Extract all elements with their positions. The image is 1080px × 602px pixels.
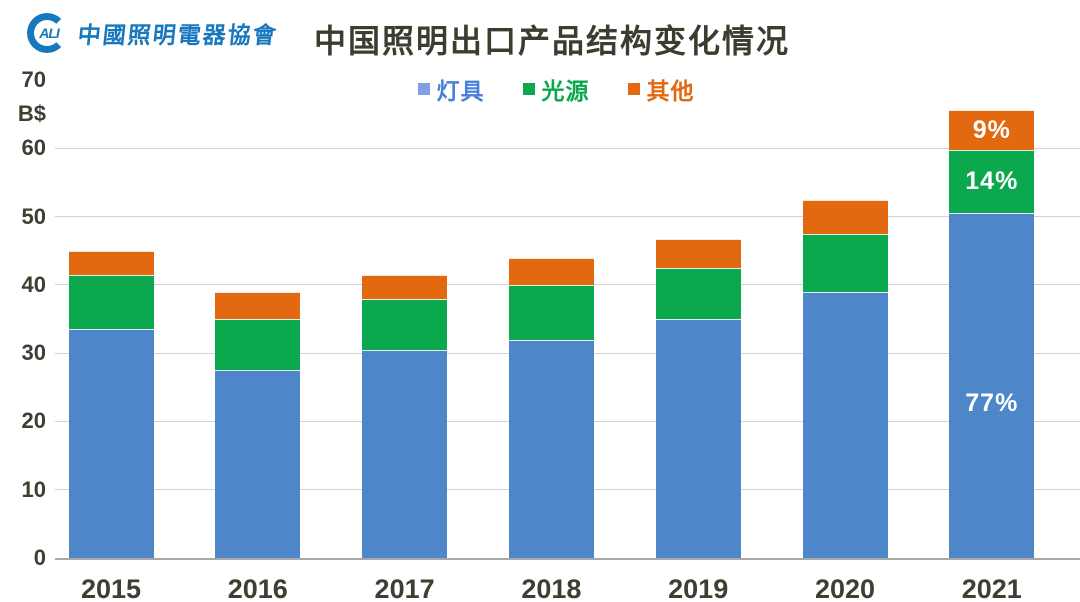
x-axis-baseline (55, 558, 1080, 560)
bar-segment (362, 274, 448, 299)
bar-segment (362, 349, 448, 558)
x-tick-label-2019: 2019 (668, 574, 729, 602)
y-axis-unit-label: B$ (17, 101, 46, 127)
bar-segment (655, 238, 741, 268)
legend-marker-icon (627, 83, 640, 95)
x-tick-label-2020: 2020 (814, 574, 876, 602)
y-tick-label-20: 20 (21, 408, 46, 434)
gridline-50 (55, 216, 1080, 218)
bar-segment (68, 274, 154, 330)
x-tick-label-2018: 2018 (521, 574, 582, 602)
x-tick-label-2021: 2021 (961, 574, 1022, 602)
bar-segment (68, 250, 154, 275)
bar-segment (215, 319, 301, 371)
bar-segment (949, 149, 1035, 213)
cali-logo-mark: ALI (26, 12, 68, 54)
gridline-60 (55, 147, 1080, 149)
bar-segment (802, 233, 888, 292)
cali-logo-ali-text: ALI (39, 25, 60, 41)
bar-segment (508, 339, 594, 558)
bar-segment (215, 370, 301, 558)
legend-marker-icon (522, 83, 535, 95)
bar-segment (802, 199, 888, 234)
y-tick-label-60: 60 (21, 135, 46, 161)
bar-segment (508, 284, 594, 340)
legend-item: 其他 (627, 72, 695, 106)
legend-label: 其他 (646, 78, 695, 104)
y-tick-label-50: 50 (21, 203, 46, 229)
bar-value-label: 77% (965, 388, 1019, 417)
bar-segment (949, 212, 1035, 558)
bar-segment (215, 291, 301, 320)
legend-marker-icon (417, 83, 430, 95)
bar-segment (508, 257, 594, 285)
bar-segment (949, 109, 1035, 150)
y-tick-label-10: 10 (21, 476, 46, 502)
bar-segment (68, 329, 154, 558)
legend-item: 灯具 (417, 72, 485, 106)
x-tick-label-2016: 2016 (227, 574, 288, 602)
bar-value-label: 14% (965, 167, 1019, 196)
bar-value-label: 9% (972, 115, 1011, 144)
bar-segment (655, 319, 741, 558)
cali-logo: ALI 中國照明電器協會 (26, 12, 279, 54)
chart-title: 中国照明出口产品结构变化情况 (313, 23, 790, 59)
legend-item: 光源 (522, 72, 590, 106)
cali-c-ring-icon (27, 13, 67, 53)
legend-label: 光源 (541, 78, 590, 104)
x-tick-label-2015: 2015 (80, 574, 142, 602)
bar-segment (655, 267, 741, 320)
legend: 灯具 光源 其他 (16, 72, 1080, 106)
y-tick-label-70: 70 (21, 67, 46, 93)
legend-label: 灯具 (436, 78, 485, 104)
bar-segment (802, 291, 888, 558)
y-tick-label-0: 0 (33, 545, 46, 570)
x-tick-label-2017: 2017 (374, 574, 435, 602)
y-tick-label-40: 40 (21, 271, 46, 297)
bar-segment (362, 298, 448, 350)
y-tick-label-30: 30 (21, 340, 46, 366)
